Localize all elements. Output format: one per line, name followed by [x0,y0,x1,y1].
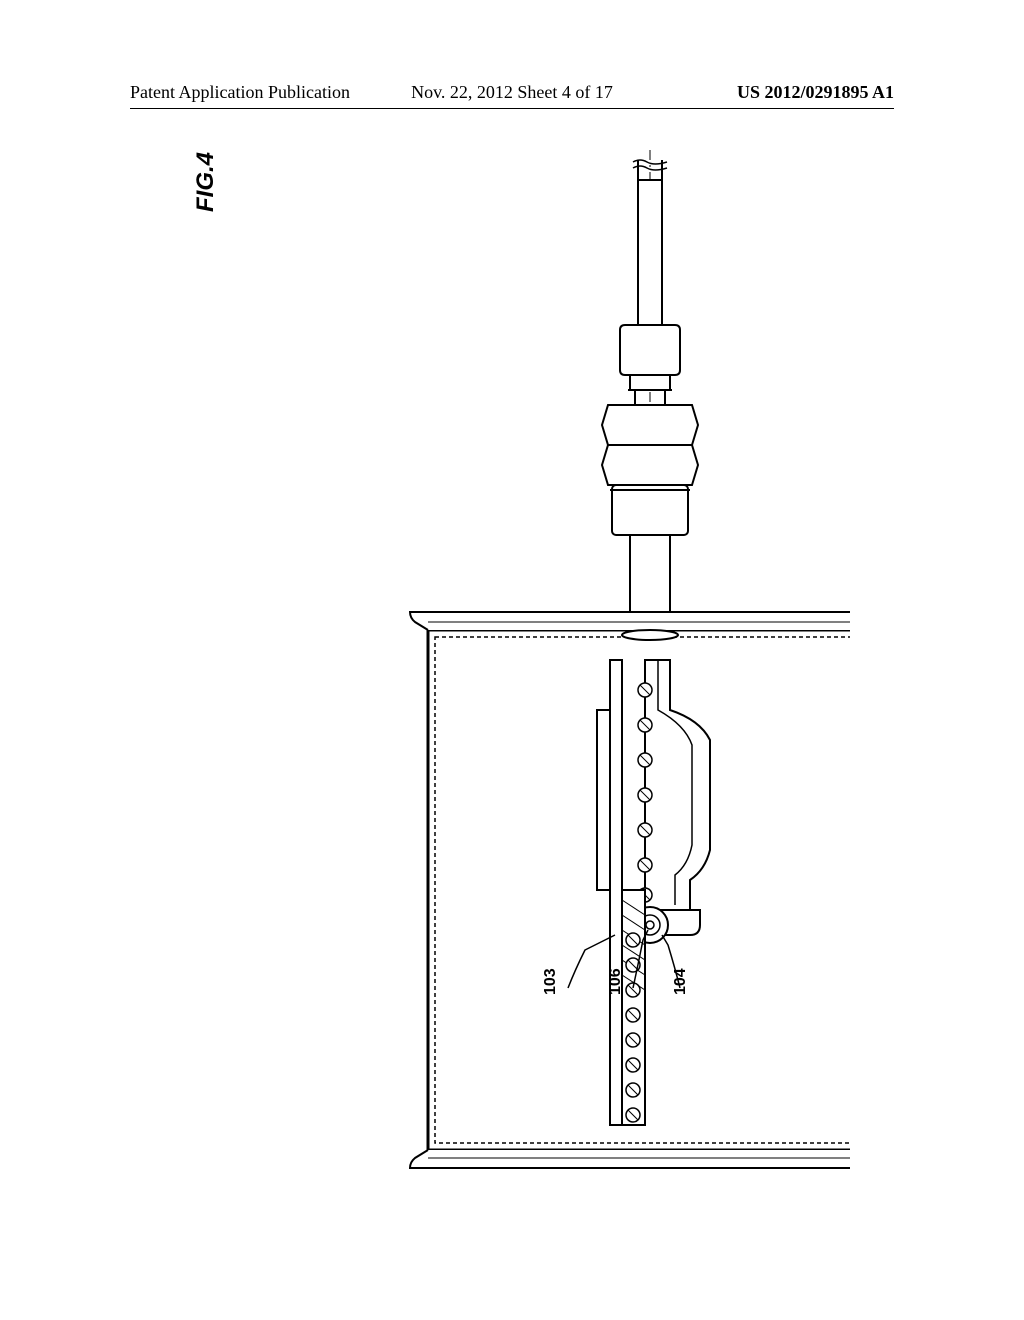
ref-106: 106 [607,968,624,995]
figure-label: FIG.4 [192,152,220,212]
header-left-text: Patent Application Publication [130,82,350,103]
header-divider [130,108,894,109]
header-center-text: Nov. 22, 2012 Sheet 4 of 17 [411,82,613,103]
ref-103: 103 [542,968,559,995]
ref-104: 104 [672,968,689,995]
header-right-text: US 2012/0291895 A1 [737,82,894,103]
patent-figure: 103 106 104 [250,150,850,1250]
